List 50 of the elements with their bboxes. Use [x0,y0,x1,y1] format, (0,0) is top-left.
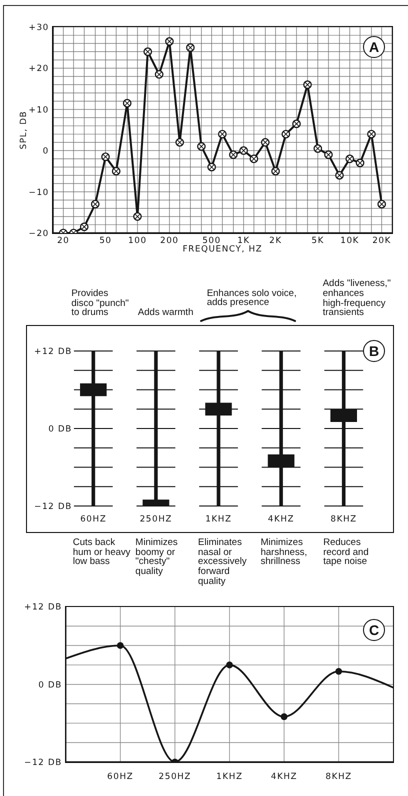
text: Provides disco "punch" to drums [71,288,129,318]
y-tick-label: 0 DB [48,424,72,435]
text: Enhances solo voice, adds presence [206,288,297,308]
text: Adds "liveness," enhances high-frequency transients [322,278,391,318]
x-tick-label: 8KHZ [325,772,352,782]
text: Eliminates nasal or excessively forward quality [198,537,247,587]
x-tick-label: 1K [237,236,250,246]
text: Reduces record and tape noise [323,537,369,568]
text: Cuts back hum or heavy low bass [72,537,130,568]
x-tick-label: 10K [340,236,360,246]
x-tick-label: 4KHZ [270,772,298,782]
text: Minimizes boomy or "chesty" quality [135,537,178,578]
point [280,713,288,720]
x-tick-label: 20 [57,236,70,246]
y-tick-label: −10 [28,188,49,198]
x-tick-label: 20K [372,236,392,246]
x-tick-label: 1KHZ [216,772,243,782]
chart-title: B [368,342,380,358]
point [335,668,342,675]
y-tick-label: 0 [42,146,49,157]
x-tick-label: 2K [269,236,282,246]
y-tick-label: −12 DB [24,758,62,768]
x-tick-label: 8KHZ [330,514,357,524]
y-tick-label: +30 [28,23,49,34]
y-tick-label: −20 [28,229,49,240]
y-tick-label: +20 [28,64,49,74]
y-tick-label: +12 DB [24,602,62,613]
text: Minimizes harshness, shrillness [260,537,308,568]
x-tick-label: 4KHZ [268,514,294,524]
text: A [368,39,380,55]
x-axis-title: FREQUENCY, HZ [182,244,262,254]
x-tick-label: 500 [202,236,221,246]
y-tick-label: −12 DB [34,502,72,512]
x-tick-label: 200 [160,236,179,246]
y-tick-label: 0 DB [38,680,62,690]
point [226,662,233,668]
x-tick-label: 5K [312,236,324,246]
y-tick-label: +10 [28,105,49,116]
text: Adds warmth [138,307,194,318]
x-tick-label: 50 [99,236,112,246]
x-tick-label: 60HZ [107,772,134,782]
y-tick-label: +12 DB [34,347,72,358]
x-tick-label: 60HZ [80,514,106,524]
point [116,642,124,649]
x-tick-label: 250HZ [158,772,192,782]
x-tick-label: 250HZ [140,514,172,524]
y-axis-title: SPL, DB [19,110,29,150]
x-tick-label: 100 [128,236,147,246]
x-tick-label: 1KHZ [205,514,232,524]
text: C [368,622,380,638]
